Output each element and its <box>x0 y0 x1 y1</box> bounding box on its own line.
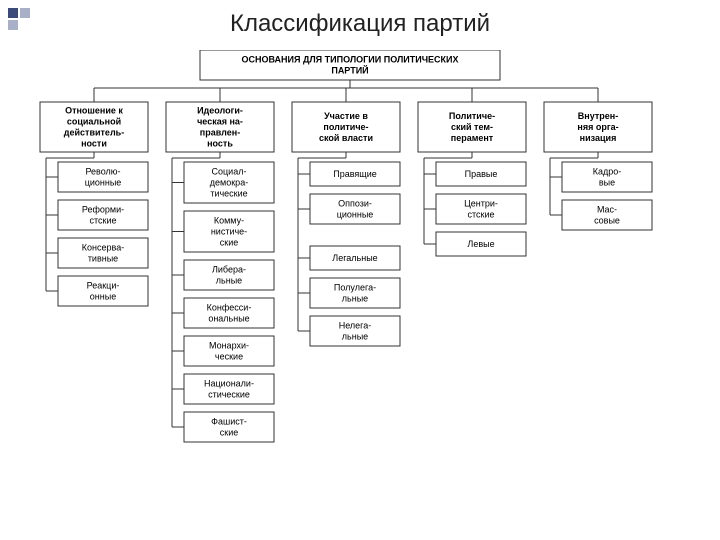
svg-text:ности: ности <box>81 139 107 149</box>
svg-text:онные: онные <box>90 292 116 302</box>
svg-text:вые: вые <box>599 178 615 188</box>
svg-text:Национали-: Национали- <box>204 379 254 389</box>
svg-text:Реакци-: Реакци- <box>87 281 120 291</box>
svg-text:Нелега-: Нелега- <box>339 321 372 331</box>
svg-text:Реформи-: Реформи- <box>82 205 124 215</box>
svg-text:тические: тические <box>210 189 247 199</box>
svg-text:ционные: ционные <box>85 178 122 188</box>
svg-text:политиче-: политиче- <box>323 122 368 132</box>
svg-text:ские: ские <box>220 238 238 248</box>
svg-text:Мас-: Мас- <box>597 205 617 215</box>
svg-text:Монархи-: Монархи- <box>209 341 249 351</box>
svg-text:ческая на-: ческая на- <box>197 117 243 127</box>
page-title: Классификация партий <box>0 10 720 38</box>
svg-text:нистиче-: нистиче- <box>211 227 247 237</box>
svg-text:Отношение к: Отношение к <box>65 106 123 116</box>
svg-text:ПАРТИЙ: ПАРТИЙ <box>331 65 368 76</box>
svg-text:правлен-: правлен- <box>200 128 240 138</box>
svg-text:Консерва-: Консерва- <box>82 243 124 253</box>
svg-text:перамент: перамент <box>451 133 494 143</box>
svg-text:Револю-: Револю- <box>85 167 120 177</box>
svg-text:Центри-: Центри- <box>464 199 498 209</box>
svg-text:социальной: социальной <box>67 117 121 127</box>
classification-diagram: ОСНОВАНИЯ ДЛЯ ТИПОЛОГИИ ПОЛИТИЧЕСКИХПАРТ… <box>30 50 690 530</box>
svg-text:Внутрен-: Внутрен- <box>578 111 618 121</box>
svg-text:Оппози-: Оппози- <box>338 199 372 209</box>
svg-text:Правые: Правые <box>465 169 498 179</box>
svg-text:льные: льные <box>342 332 368 342</box>
svg-text:стские: стские <box>468 210 495 220</box>
svg-text:ционные: ционные <box>337 210 374 220</box>
svg-text:ональные: ональные <box>208 314 249 324</box>
svg-text:ность: ность <box>207 139 233 149</box>
svg-text:Конфесси-: Конфесси- <box>207 303 252 313</box>
svg-text:стские: стские <box>90 216 117 226</box>
svg-text:Либера-: Либера- <box>212 265 246 275</box>
svg-text:тивные: тивные <box>88 254 118 264</box>
svg-text:низация: низация <box>580 133 617 143</box>
svg-text:демокра-: демокра- <box>210 178 248 188</box>
svg-text:Социал-: Социал- <box>212 167 247 177</box>
svg-text:ский тем-: ский тем- <box>451 122 493 132</box>
svg-text:няя орга-: няя орга- <box>577 122 618 132</box>
svg-text:ОСНОВАНИЯ ДЛЯ ТИПОЛОГИИ ПОЛИТИ: ОСНОВАНИЯ ДЛЯ ТИПОЛОГИИ ПОЛИТИЧЕСКИХ <box>241 55 458 65</box>
svg-text:Полулега-: Полулега- <box>334 283 376 293</box>
svg-text:льные: льные <box>342 294 368 304</box>
svg-text:Левые: Левые <box>467 239 494 249</box>
svg-text:Идеологи-: Идеологи- <box>197 106 243 116</box>
svg-text:Правящие: Правящие <box>333 169 376 179</box>
svg-text:льные: льные <box>216 276 242 286</box>
svg-text:Кадро-: Кадро- <box>593 167 622 177</box>
svg-text:ской власти: ской власти <box>319 133 373 143</box>
svg-text:Фашист-: Фашист- <box>211 417 247 427</box>
svg-text:Участие в: Участие в <box>324 111 368 121</box>
svg-text:ческие: ческие <box>215 352 243 362</box>
svg-text:совые: совые <box>594 216 620 226</box>
svg-text:ские: ские <box>220 428 238 438</box>
svg-text:действитель-: действитель- <box>64 128 124 138</box>
svg-text:стические: стические <box>208 390 250 400</box>
svg-text:Комму-: Комму- <box>214 216 244 226</box>
svg-text:Политиче-: Политиче- <box>449 111 495 121</box>
svg-text:Легальные: Легальные <box>332 253 377 263</box>
